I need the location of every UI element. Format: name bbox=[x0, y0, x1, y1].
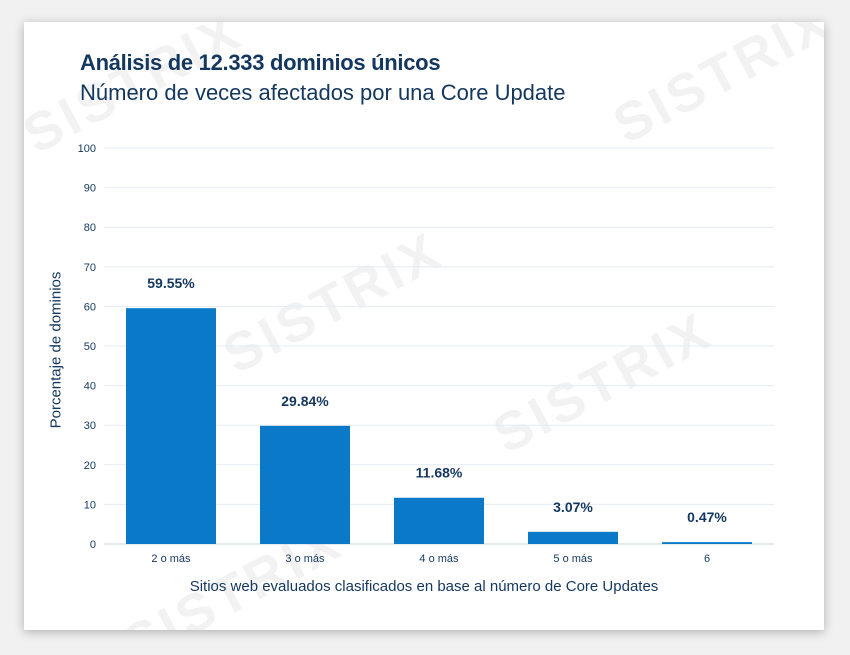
data-label: 59.55% bbox=[147, 275, 195, 291]
y-tick-label: 100 bbox=[78, 143, 96, 155]
chart-title: Análisis de 12.333 dominios únicos bbox=[80, 50, 441, 75]
y-tick-label: 50 bbox=[84, 341, 96, 353]
bar bbox=[126, 308, 216, 544]
y-tick-label: 20 bbox=[84, 460, 96, 472]
data-label: 11.68% bbox=[416, 465, 463, 481]
x-tick-label: 3 o más bbox=[285, 553, 325, 565]
chart-card: SISTRIX SISTRIX SISTRIX SISTRIX SISTRIX … bbox=[24, 22, 824, 630]
bar bbox=[528, 531, 618, 544]
y-tick-labels: 0 10 20 30 40 50 60 70 80 90 100 bbox=[78, 143, 96, 551]
x-tick-label: 6 bbox=[704, 553, 710, 565]
x-tick-label: 4 o más bbox=[419, 553, 459, 565]
chart-subtitle: Número de veces afectados por una Core U… bbox=[80, 80, 566, 105]
data-label: 3.07% bbox=[553, 499, 593, 515]
y-tick-label: 40 bbox=[84, 381, 96, 393]
bar-chart: 0 10 20 30 40 50 60 70 80 90 100 2 o más 3 o más 4 o… bbox=[78, 143, 774, 565]
bar bbox=[662, 542, 752, 544]
data-label: 0.47% bbox=[687, 509, 727, 525]
y-tick-label: 60 bbox=[84, 301, 96, 313]
data-label: 29.84% bbox=[281, 393, 329, 409]
bars bbox=[126, 308, 752, 544]
x-tick-label: 2 o más bbox=[151, 553, 191, 565]
x-tick-labels: 2 o más 3 o más 4 o más 5 o más 6 bbox=[151, 553, 710, 565]
bar bbox=[394, 497, 484, 544]
y-tick-label: 30 bbox=[84, 420, 96, 432]
x-tick-label: 5 o más bbox=[553, 553, 593, 565]
data-labels: 59.55% 29.84% 11.68% 3.07% 0.47% bbox=[147, 275, 727, 525]
x-axis-label: Sitios web evaluados clasificados en bas… bbox=[189, 578, 659, 595]
y-tick-label: 90 bbox=[84, 183, 96, 195]
y-tick-label: 70 bbox=[84, 262, 96, 274]
y-tick-label: 80 bbox=[84, 222, 96, 234]
y-tick-label: 0 bbox=[90, 539, 96, 551]
y-tick-label: 10 bbox=[84, 499, 96, 511]
bar bbox=[260, 425, 350, 544]
